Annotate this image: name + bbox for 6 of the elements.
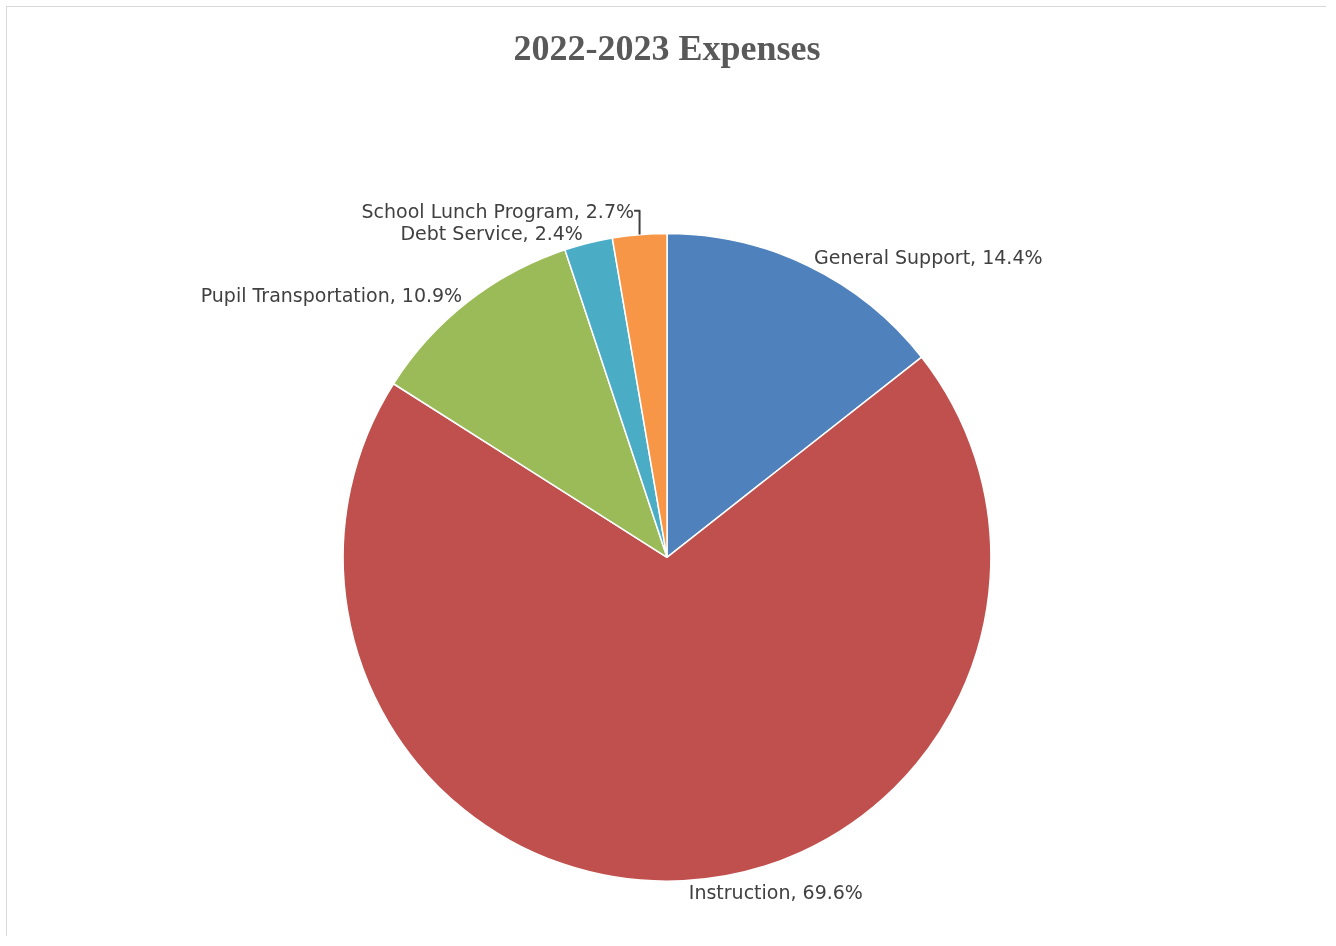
- slice-label: General Support, 14.4%: [814, 246, 1043, 269]
- slice-label: Pupil Transportation, 10.9%: [200, 284, 463, 307]
- slice-label: Debt Service, 2.4%: [400, 221, 583, 244]
- chart-title: 2022-2023 Expenses: [513, 28, 821, 69]
- slice-label: School Lunch Program, 2.7%: [361, 199, 635, 222]
- slice-label: Instruction, 69.6%: [688, 880, 863, 903]
